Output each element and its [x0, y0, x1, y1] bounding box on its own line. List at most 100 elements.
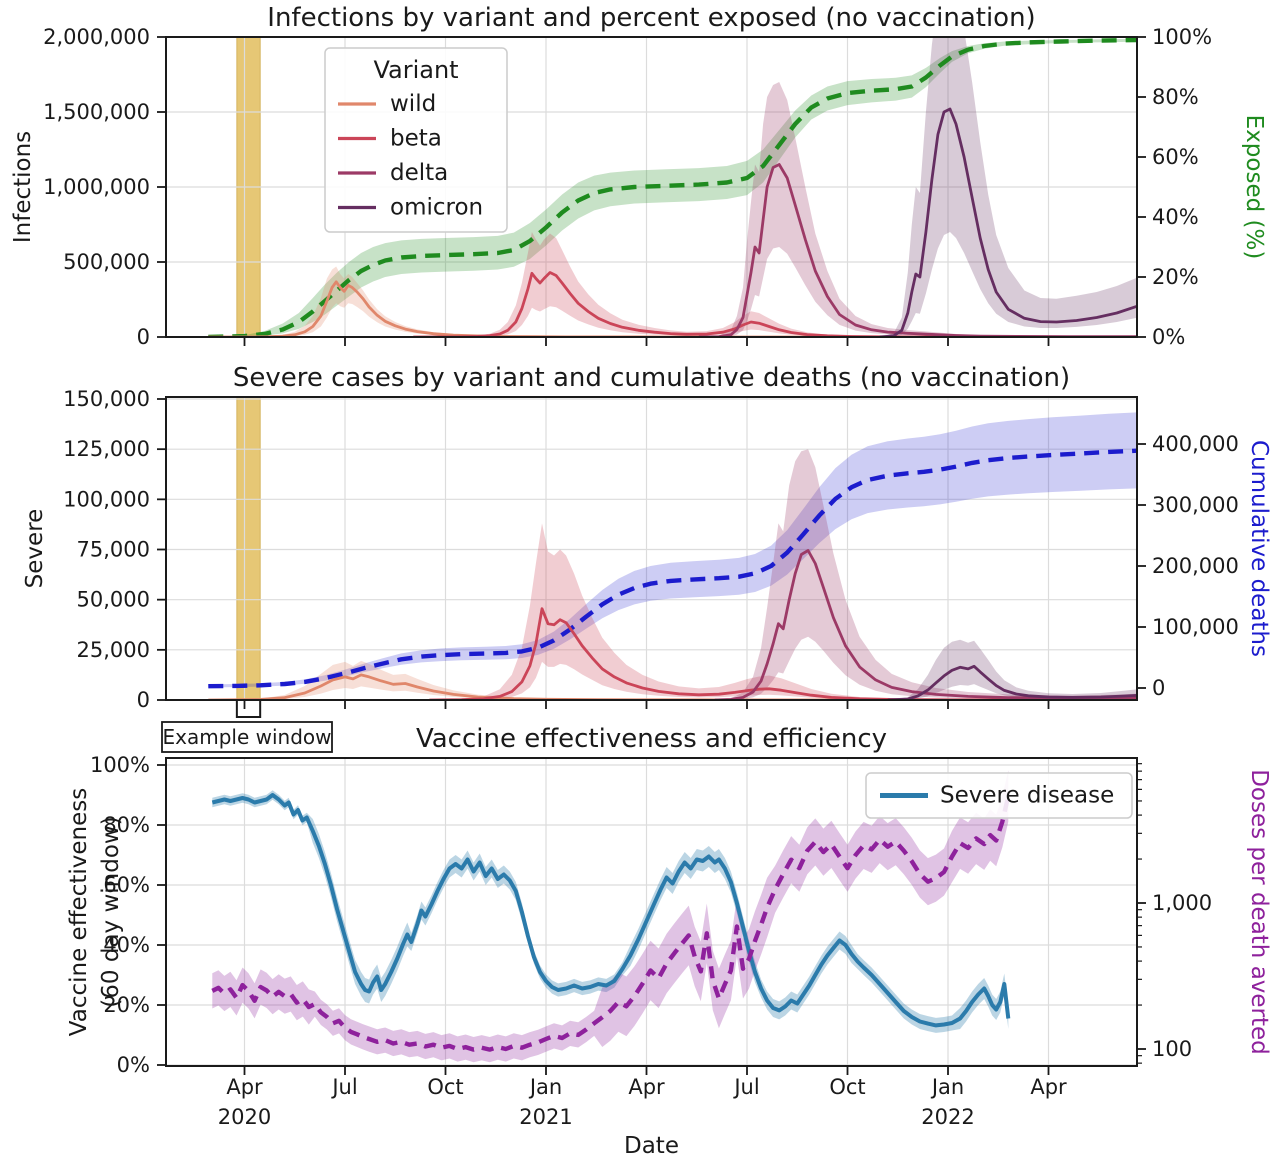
x-tick-label: Jan [930, 1075, 964, 1099]
subplot-title: Infections by variant and percent expose… [267, 3, 1035, 33]
x-axis-title: Date [624, 1133, 679, 1159]
y-tick-label-left: 2,000,000 [43, 25, 150, 49]
x-ticks [243, 337, 1050, 346]
y-tick-label-left: 125,000 [63, 437, 150, 461]
y-tick-label-right: 100% [1152, 25, 1212, 49]
example-window-annotation: Example window [161, 701, 333, 753]
series-delta-band [698, 82, 1137, 337]
series-delta_severe-line [714, 549, 1137, 700]
y-tick-label-right: 0% [1152, 325, 1185, 349]
y-tick-label-left: 25,000 [77, 638, 150, 662]
x-tick-label: Jan [528, 1075, 562, 1099]
y-ticks-right [1137, 902, 1146, 1050]
y-tick-label-right: 60% [1152, 145, 1199, 169]
y-tick-label-left: 100% [90, 753, 150, 777]
x-tick-label: Apr [1030, 1075, 1067, 1099]
series-wild_severe-band [208, 660, 1137, 700]
ylabel-left-line1: Vaccine effectiveness [66, 788, 92, 1036]
ylabel-left-line2: (60 day window) [98, 816, 124, 1007]
series-exposed-line [208, 37, 1137, 337]
ylabel-right: Cumulative deaths [1246, 440, 1272, 657]
ylabel-left: Severe [22, 509, 48, 589]
y-tick-label-left: 0% [117, 1053, 150, 1077]
series-omicron_severe-band [887, 639, 1137, 700]
series-beta-band [413, 232, 1137, 337]
y-tick-label-left: 500,000 [63, 250, 150, 274]
x-tick-label: Oct [427, 1075, 463, 1099]
series-group [208, 412, 1137, 700]
series-group [208, 37, 1137, 337]
y-ticks-left [157, 398, 166, 701]
series-beta_severe-band [429, 523, 1137, 700]
series-effectiveness-line [211, 793, 1011, 1028]
series-beta_severe-line [429, 607, 1137, 700]
y-tick-label-left: 60% [103, 873, 150, 897]
x-tick-label: Oct [829, 1075, 865, 1099]
x-tick-year-label: 2021 [519, 1105, 572, 1129]
legend-label-wild: wild [390, 91, 436, 117]
y-tick-label-right: 1,000 [1152, 891, 1212, 915]
y-tick-label-left: 50,000 [77, 588, 150, 612]
y-tick-label-right: 400,000 [1152, 432, 1239, 456]
y-tick-label-right: 100,000 [1152, 615, 1239, 639]
subplot-title: Severe cases by variant and cumulative d… [233, 363, 1070, 393]
legend-label-delta: delta [390, 160, 448, 186]
series-beta-line [413, 271, 1137, 337]
legend-box [865, 772, 1133, 819]
x-ticks [243, 700, 1050, 709]
x-tick-label: Apr [628, 1075, 665, 1099]
x-tick-year-label: 2020 [218, 1105, 271, 1129]
y-ticks-right [1137, 36, 1146, 338]
x-tick-label: Jul [330, 1075, 357, 1099]
y-ticks-left [157, 764, 166, 1066]
series-omicron-line [879, 107, 1137, 337]
example-window-band [236, 396, 261, 701]
x-ticks [243, 1066, 1050, 1075]
y-tick-label-right: 20% [1152, 265, 1199, 289]
y-tick-label-left: 1,000,000 [43, 175, 150, 199]
y-tick-label-right: 200,000 [1152, 554, 1239, 578]
y-tick-label-left: 75,000 [77, 538, 150, 562]
series-omicron-band [879, 37, 1137, 337]
y-tick-label-left: 100,000 [63, 487, 150, 511]
y-minor-ticks-right [1137, 763, 1142, 1064]
ylabel-right: Exposed (%) [1241, 115, 1267, 260]
x-tick-year-label: 2022 [921, 1105, 974, 1129]
legend-label-omicron: omicron [390, 195, 483, 221]
subplot-0: 0 500,000 1,000,000 1,500,000 2,000,000 0% 20%… [10, 3, 1267, 349]
plot-spines [165, 757, 1138, 1067]
example-window-bracket [235, 701, 262, 718]
series-cumulative_deaths-band [208, 412, 1137, 688]
series-wild-band [208, 266, 1137, 337]
y-tick-label-right: 300,000 [1152, 493, 1239, 517]
ylabel-right: Doses per death averted [1246, 769, 1272, 1055]
series-doses-line [211, 795, 1011, 1052]
y-tick-label-left: 150,000 [63, 387, 150, 411]
y-tick-label-left: 20% [103, 993, 150, 1017]
plot-spines [165, 396, 1138, 701]
y-tick-label-right: 40% [1152, 205, 1199, 229]
subplot-1: 0 25,000 50,000 75,000 100,000 125,000 150,000… [22, 363, 1272, 712]
y-ticks-left [157, 36, 166, 338]
series-doses-band [212, 770, 1009, 1063]
x-tick-label: Apr [226, 1075, 263, 1099]
subplot-2: 0% 20% 40% 60% 80% 100% 100 1,000 Vaccine effect… [66, 724, 1272, 1077]
legend-severe-disease: Severe disease [865, 772, 1133, 819]
y-tick-label-left: 0 [137, 688, 150, 712]
legend-title: Variant [373, 56, 458, 84]
legend-box [324, 47, 508, 233]
y-ticks-right [1137, 443, 1146, 689]
y-tick-label-left: 40% [103, 933, 150, 957]
example-window-box [161, 721, 333, 753]
series-cumulative_deaths-line [208, 448, 1137, 689]
y-tick-label-right: 0 [1152, 676, 1165, 700]
y-tick-label-left: 0 [137, 325, 150, 349]
legend-label-beta: beta [390, 126, 442, 152]
y-tick-label-right: 80% [1152, 85, 1199, 109]
y-tick-label-left: 80% [103, 813, 150, 837]
legend-variant: Variant wild beta delta omicron [324, 47, 508, 233]
series-exposed-band [208, 38, 1137, 337]
series-omicron_severe-line [887, 664, 1137, 700]
